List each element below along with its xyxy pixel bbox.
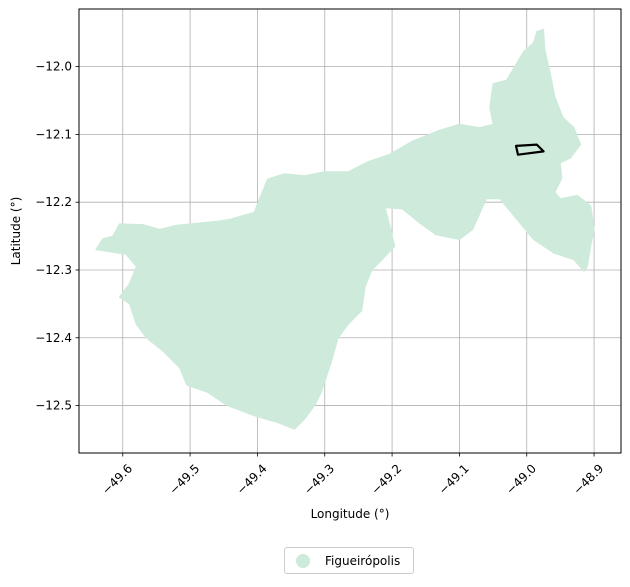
y-tick-label: −12.5 [35, 399, 72, 413]
x-tick-label: −49.4 [234, 461, 270, 497]
map-region-layer [95, 28, 595, 430]
x-tick-label: −49.3 [301, 461, 337, 497]
y-tick-label: −12.0 [35, 60, 72, 74]
x-tick-label: −49.6 [99, 461, 135, 497]
y-tick-label: −12.4 [35, 331, 72, 345]
municipality-region [95, 28, 595, 430]
x-tick-label: −48.9 [571, 461, 607, 497]
x-tick-label: −49.1 [436, 461, 472, 497]
x-tick-label: −49.0 [503, 461, 539, 497]
x-tick-label: −49.5 [167, 461, 203, 497]
y-tick-label: −12.1 [35, 127, 72, 141]
plot-frame [78, 8, 622, 454]
y-tick-label: −12.3 [35, 263, 72, 277]
legend-swatch-figueiropolis [296, 553, 310, 568]
x-axis-label: Longitude (°) [311, 507, 390, 521]
y-axis: −12.0 −12.1 −12.2 −12.3 −12.4 −12.5 [35, 60, 79, 413]
legend: Figueirópolis [284, 547, 414, 574]
y-tick-label: −12.2 [35, 195, 72, 209]
y-axis-label: Latitude (°) [9, 197, 23, 266]
highlighted-area-outline [514, 143, 545, 156]
x-axis: −49.6 −49.5 −49.4 −49.3 −49.2 −49.1 −49.0 −48.9 [99, 453, 606, 497]
x-tick-label: −49.2 [369, 461, 405, 497]
legend-label-figueiropolis: Figueirópolis [325, 553, 401, 568]
